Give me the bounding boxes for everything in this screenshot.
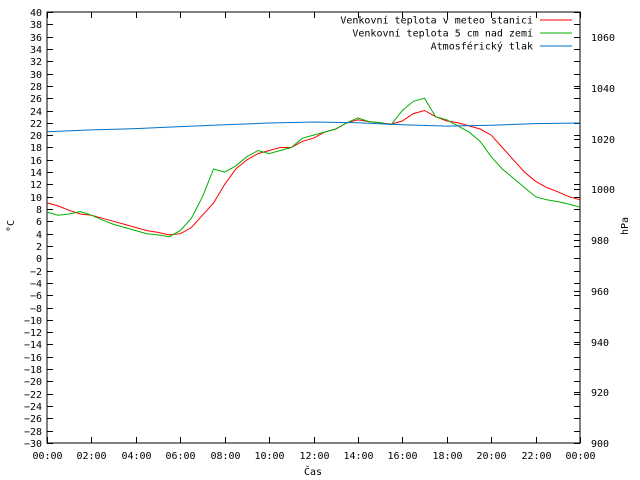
- plot-frame: [46, 11, 581, 444]
- left-tick-label: −30: [24, 439, 42, 450]
- left-tick-label: 40: [30, 8, 42, 19]
- left-tick-label: 18: [30, 143, 42, 154]
- x-tick-label: 04:00: [121, 451, 151, 462]
- series-line-0: [46, 109, 581, 236]
- left-tick-label: 30: [30, 70, 42, 81]
- legend-label: Atmosférický tlak: [431, 41, 533, 53]
- left-tick-label: −6: [30, 291, 42, 302]
- x-tick-label: 02:00: [76, 451, 106, 462]
- right-tick-label: 900: [591, 439, 609, 450]
- x-tick-label: 22:00: [521, 451, 551, 462]
- legend-label: Venkovní teplota v meteo stanici: [340, 15, 533, 27]
- plot-border: [46, 11, 581, 444]
- left-tick-label: 26: [30, 94, 42, 105]
- left-tick-label: 14: [30, 168, 42, 179]
- right-tick-label: 920: [591, 388, 609, 399]
- legend-label: Venkovní teplota 5 cm nad zemí: [352, 28, 533, 40]
- x-tick-label: 12:00: [299, 451, 329, 462]
- left-tick-label: 4: [36, 230, 42, 241]
- right-tick-label: 1060: [591, 33, 615, 44]
- right-axis: 1060 1040 1020 1000 980 960 940 920 900: [574, 33, 615, 450]
- right-tick-label: 960: [591, 287, 609, 298]
- x-tick-label: 14:00: [343, 451, 373, 462]
- left-tick-label: 2: [36, 242, 42, 253]
- right-tick-label: 940: [591, 338, 609, 349]
- left-tick-label: −10: [24, 316, 42, 327]
- x-tick-label: 10:00: [254, 451, 284, 462]
- left-tick-label: 24: [30, 107, 42, 118]
- left-tick-label: 16: [30, 156, 42, 167]
- left-tick-label: −2: [30, 267, 42, 278]
- left-tick-label: −22: [24, 390, 42, 401]
- x-tick-label: 06:00: [165, 451, 195, 462]
- left-tick-label: −16: [24, 353, 42, 364]
- left-tick-label: 22: [30, 119, 42, 130]
- left-tick-label: 32: [30, 57, 42, 68]
- legend: Venkovní teplota v meteo staniciVenkovní…: [340, 15, 572, 53]
- right-tick-label: 1020: [591, 135, 615, 146]
- left-axis: 4038363432302826242220181614121086420−2−…: [24, 8, 580, 450]
- y-axis-left-label: °C: [6, 220, 17, 232]
- left-tick-label: −20: [24, 377, 42, 388]
- left-tick-label: −18: [24, 365, 42, 376]
- right-tick-label: 1040: [591, 84, 615, 95]
- series-layer: [46, 97, 581, 238]
- x-tick-label: 08:00: [210, 451, 240, 462]
- left-tick-label: −14: [24, 340, 42, 351]
- left-tick-label: −12: [24, 328, 42, 339]
- right-tick-label: 980: [591, 236, 609, 247]
- left-tick-label: 10: [30, 193, 42, 204]
- right-tick-label: 1000: [591, 185, 615, 196]
- left-tick-label: 28: [30, 82, 42, 93]
- left-tick-label: −26: [24, 414, 42, 425]
- x-axis-label: Čas: [304, 465, 322, 478]
- left-tick-label: 20: [30, 131, 42, 142]
- x-tick-label: 18:00: [432, 451, 462, 462]
- series-line-2: [46, 121, 581, 133]
- x-tick-label: 00:00: [565, 451, 595, 462]
- left-tick-label: 36: [30, 33, 42, 44]
- left-tick-label: 12: [30, 180, 42, 191]
- y-axis-right-label: hPa: [620, 217, 631, 235]
- x-tick-label: 00:00: [32, 451, 62, 462]
- left-tick-label: −28: [24, 427, 42, 438]
- left-tick-label: −24: [24, 402, 42, 413]
- x-axis: 00:00 02:00 04:00 06:00 08:00 10:00 12:00 14:00…: [32, 12, 596, 462]
- left-tick-label: −4: [30, 279, 42, 290]
- series-line-1: [46, 97, 581, 238]
- left-tick-label: 8: [36, 205, 42, 216]
- x-tick-label: 20:00: [476, 451, 506, 462]
- left-tick-label: −8: [30, 304, 42, 315]
- left-tick-label: 34: [30, 45, 42, 56]
- left-tick-label: 0: [36, 254, 42, 265]
- left-tick-label: 38: [30, 20, 42, 31]
- x-tick-label: 16:00: [387, 451, 417, 462]
- left-tick-label: 6: [36, 217, 42, 228]
